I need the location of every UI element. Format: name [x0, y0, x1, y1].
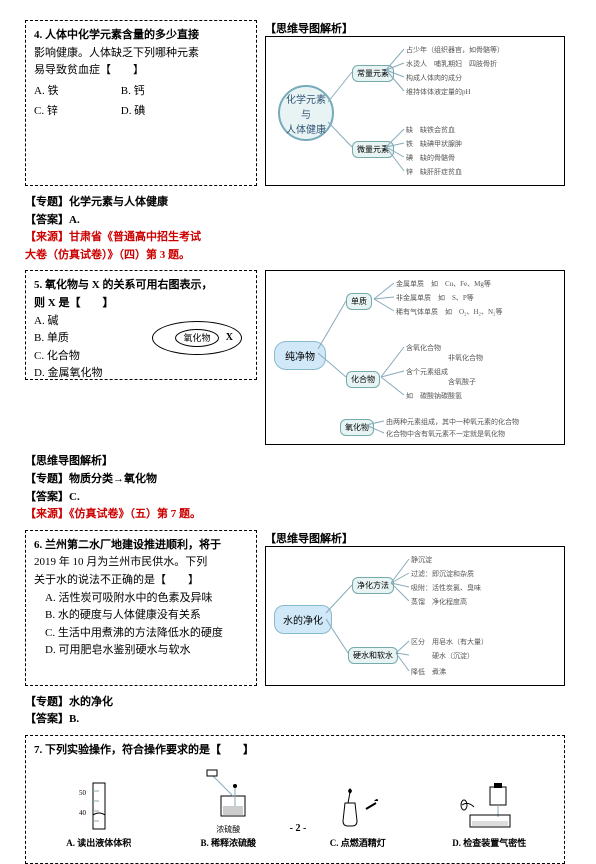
- q4-optD: D. 碘: [121, 103, 145, 121]
- q4-stem3: 易导致贫血症【 】: [34, 62, 248, 80]
- q4-topic: 【专题】化学元素与人体健康: [25, 194, 257, 212]
- q5-source: 【来源】《仿真试卷》（五）第 7 题。: [25, 506, 257, 524]
- d6-r2b: 硬水（沉淀）: [411, 651, 474, 661]
- d4-c1: 化学元素: [286, 91, 326, 106]
- q5-topic: 【专题】物质分类→氧化物: [25, 471, 257, 489]
- d4-r2b: 铁 缺碘甲状腺肿: [406, 139, 462, 149]
- svg-text:50: 50: [79, 789, 87, 797]
- q4-answer: 【答案】A.: [25, 212, 257, 230]
- q6-optD: D. 可用肥皂水鉴别硬水与软水: [34, 642, 248, 660]
- d6-r2a: 区分 用皂水（有大量）: [411, 637, 488, 647]
- q7-optD: D. 检查装置气密性: [452, 836, 526, 850]
- d5-r2d: 含氧酸子: [448, 377, 476, 387]
- d5-r1a: 金属单质 如 Cu、Fe、Mg等: [396, 279, 491, 289]
- q5-answer: 【答案】C.: [25, 489, 257, 507]
- d5-r2e: 如 碳酸钠碳酸氢: [406, 391, 462, 401]
- d4-n2: 微量元素: [352, 141, 394, 158]
- q5-oval: 氧化物: [175, 329, 219, 347]
- d5-n1: 单质: [346, 293, 372, 310]
- d6-r1d: 蒸馏 净化程度高: [411, 597, 467, 607]
- d6-n1: 净化方法: [352, 577, 394, 594]
- q5-diagtitle: 【思维导图解析】: [25, 453, 257, 471]
- q5-x: X: [226, 330, 233, 346]
- q4-stem2: 影响健康。人体缺乏下列哪种元素: [34, 45, 248, 63]
- d5-n2: 化合物: [346, 371, 380, 388]
- d4-r1d: 维持体体液定量的pH: [406, 87, 471, 97]
- diag4-title: 【思维导图解析】: [265, 20, 565, 36]
- d5-n3: 氧化物: [340, 419, 374, 436]
- d4-r1c: 构成人体肉的成分: [406, 73, 462, 83]
- q4-optB: B. 钙: [121, 83, 145, 101]
- d4-c2: 与: [286, 106, 326, 121]
- exp-fig-A: 50 40: [64, 778, 134, 833]
- d4-r1a: 占少年（组织器官，如骨骼等）: [406, 45, 504, 55]
- d4-c3: 人体健康: [286, 121, 326, 136]
- exp-fig-D: [452, 778, 522, 833]
- d6-r1a: 静沉淀: [411, 555, 432, 565]
- d5-note1: 由两种元素组成，其中一种氧元素的化合物: [386, 417, 519, 427]
- q6-stem3: 关于水的说法不正确的是【 】: [34, 572, 248, 590]
- d5-r2a: 含氧化合物: [406, 343, 441, 353]
- d4-r2c: 碘 缺的骨骼骨: [406, 153, 455, 163]
- q5-stem1: 5. 氧化物与 X 的关系可用右图表示，: [34, 277, 248, 295]
- d6-center: 水的净化: [274, 605, 332, 634]
- q7-optC: C. 点燃酒精灯: [323, 836, 393, 850]
- q4-src2: 大卷（仿真试卷）》（四）第 3 题。: [25, 247, 257, 265]
- d5-r2c: 含个元素组成: [406, 367, 448, 377]
- q4-stem1: 4. 人体中化学元素含量的多少直接: [34, 27, 248, 45]
- q5-optD: D. 金属氧化物: [34, 365, 248, 383]
- d4-r2d: 锌 缺肝肝症贫血: [406, 167, 462, 177]
- d4-r1b: 水烫人 哺乳期妇 四肢骨折: [406, 59, 497, 69]
- d5-r1c: 稀有气体单质 如 O₂、H₂、N₂等: [396, 307, 503, 317]
- q7-optA: A. 读出液体体积: [64, 836, 134, 850]
- q4-optC: C. 锌: [34, 103, 104, 121]
- q6-topic: 【专题】水的净化: [25, 694, 257, 712]
- q7-optB: B. 稀释浓硫酸: [193, 836, 263, 850]
- d5-r1b: 非金属单质 如 S、P等: [396, 293, 474, 303]
- d5-note2: 化合物中含有氧元素不一定就是氧化物: [386, 429, 505, 439]
- page-number: - 2 -: [290, 823, 307, 834]
- svg-text:40: 40: [79, 809, 87, 817]
- q5-stem2: 则 X 是【 】: [34, 295, 248, 313]
- q6-optA: A. 活性炭可吸附水中的色素及异味: [34, 590, 248, 608]
- q4-src1: 【来源】甘肃省《普通高中招生考试: [25, 229, 257, 247]
- d4-r2a: 缺 缺铁会贫血: [406, 125, 455, 135]
- q7-stem: 7. 下列实验操作，符合操作要求的是【 】: [34, 742, 556, 760]
- q6-answer: 【答案】B.: [25, 711, 257, 729]
- d5-center: 纯净物: [274, 341, 326, 370]
- q6-optB: B. 水的硬度与人体健康没有关系: [34, 607, 248, 625]
- d4-n1: 常量元素: [352, 65, 394, 82]
- d6-n2: 硬水和软水: [348, 647, 398, 664]
- q6-optC: C. 生活中用煮沸的方法降低水的硬度: [34, 625, 248, 643]
- q4-optA: A. 铁: [34, 83, 104, 101]
- q6-stem2: 2019 年 10 月为兰州市民供水。下列: [34, 554, 248, 572]
- exp-fig-B: [193, 766, 263, 821]
- diag6-title: 【思维导图解析】: [265, 530, 565, 546]
- q6-stem1: 6. 兰州第二水厂地建设推进顺利，将于: [34, 537, 248, 555]
- q7-fA-label: 浓硫酸: [193, 824, 263, 837]
- d6-r1c: 吸附：活性炭氯、臭味: [411, 583, 481, 593]
- d5-r2b: 非氧化合物: [448, 353, 483, 363]
- d6-r1b: 过滤：即沉淀和杂质: [411, 569, 474, 579]
- exp-fig-C: [323, 778, 393, 833]
- d6-r2c: 降低 煮沸: [411, 667, 446, 677]
